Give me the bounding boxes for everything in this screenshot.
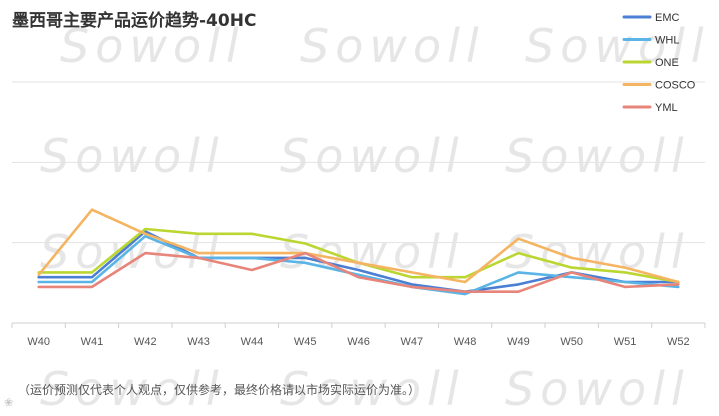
legend-label-whl: WHL [655,35,679,47]
x-tick-label: W45 [294,336,317,348]
chart-title: 墨西哥主要产品运价趋势-40HC [12,11,257,31]
legend-label-one: ONE [655,57,679,69]
watermark-text: Sowoll [280,362,465,416]
x-tick-label: W43 [187,336,210,348]
x-tick-label: W49 [507,336,530,348]
x-axis-ticks: W40 W41 W42 W43 W44 W45 W46 W47 W48 W49 W50 W51 W52 [11,323,706,348]
x-tick-label: W52 [667,336,690,348]
x-tick-label: W51 [614,336,637,348]
watermark-text: Sowoll [525,19,710,73]
watermark-text: Sowoll [300,19,485,73]
x-tick-label: W44 [241,336,264,348]
x-tick-label: W46 [347,336,370,348]
x-tick-label: W47 [400,336,423,348]
x-tick-label: W48 [454,336,477,348]
x-tick-label: W41 [81,336,104,348]
legend: EMC WHL ONE COSCO YML [622,12,696,114]
watermark-text: Sowoll [505,362,690,416]
watermark-text: Sowoll [505,129,690,183]
grid-lines [12,81,705,324]
watermark-text: Sowoll [40,362,225,416]
x-tick-label: W50 [560,336,583,348]
series-line-cosco [37,208,680,284]
watermark-text: Sowoll [40,129,225,183]
watermark-text: Sowoll [280,225,465,279]
series-lines [37,208,680,296]
x-tick-label: W42 [134,336,157,348]
legend-label-emc: EMC [655,12,680,24]
watermark-text: Sowoll [60,19,245,73]
series-line-whl [37,234,680,296]
footnote: （运价预测仅代表个人观点，仅供参考，最终价格请以市场实际运价为准。） [18,383,421,397]
company-logo: ❀ [4,396,14,409]
legend-label-yml: YML [655,102,678,114]
watermark-text: Sowoll [280,129,465,183]
series-line-yml [37,251,680,294]
watermark-layer: Sowoll Sowoll Sowoll Sowoll Sowoll Sowoll Sowo… [40,19,710,416]
x-tick-label: W40 [27,336,50,348]
legend-label-cosco: COSCO [655,80,696,92]
